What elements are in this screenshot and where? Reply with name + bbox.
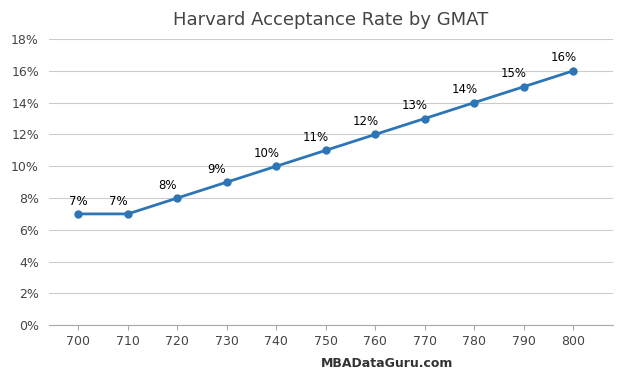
Text: 10%: 10% — [253, 147, 280, 160]
Text: 12%: 12% — [353, 115, 379, 128]
Text: 14%: 14% — [451, 83, 477, 96]
Text: 15%: 15% — [501, 67, 527, 80]
Text: 7%: 7% — [69, 194, 88, 208]
Text: 7%: 7% — [109, 194, 127, 208]
Text: MBADataGuru.com: MBADataGuru.com — [321, 357, 453, 370]
Text: 16%: 16% — [550, 52, 577, 64]
Title: Harvard Acceptance Rate by GMAT: Harvard Acceptance Rate by GMAT — [173, 11, 489, 29]
Text: 11%: 11% — [303, 131, 329, 144]
Text: 8%: 8% — [158, 179, 177, 191]
Text: 9%: 9% — [208, 163, 227, 176]
Text: 13%: 13% — [402, 99, 428, 112]
